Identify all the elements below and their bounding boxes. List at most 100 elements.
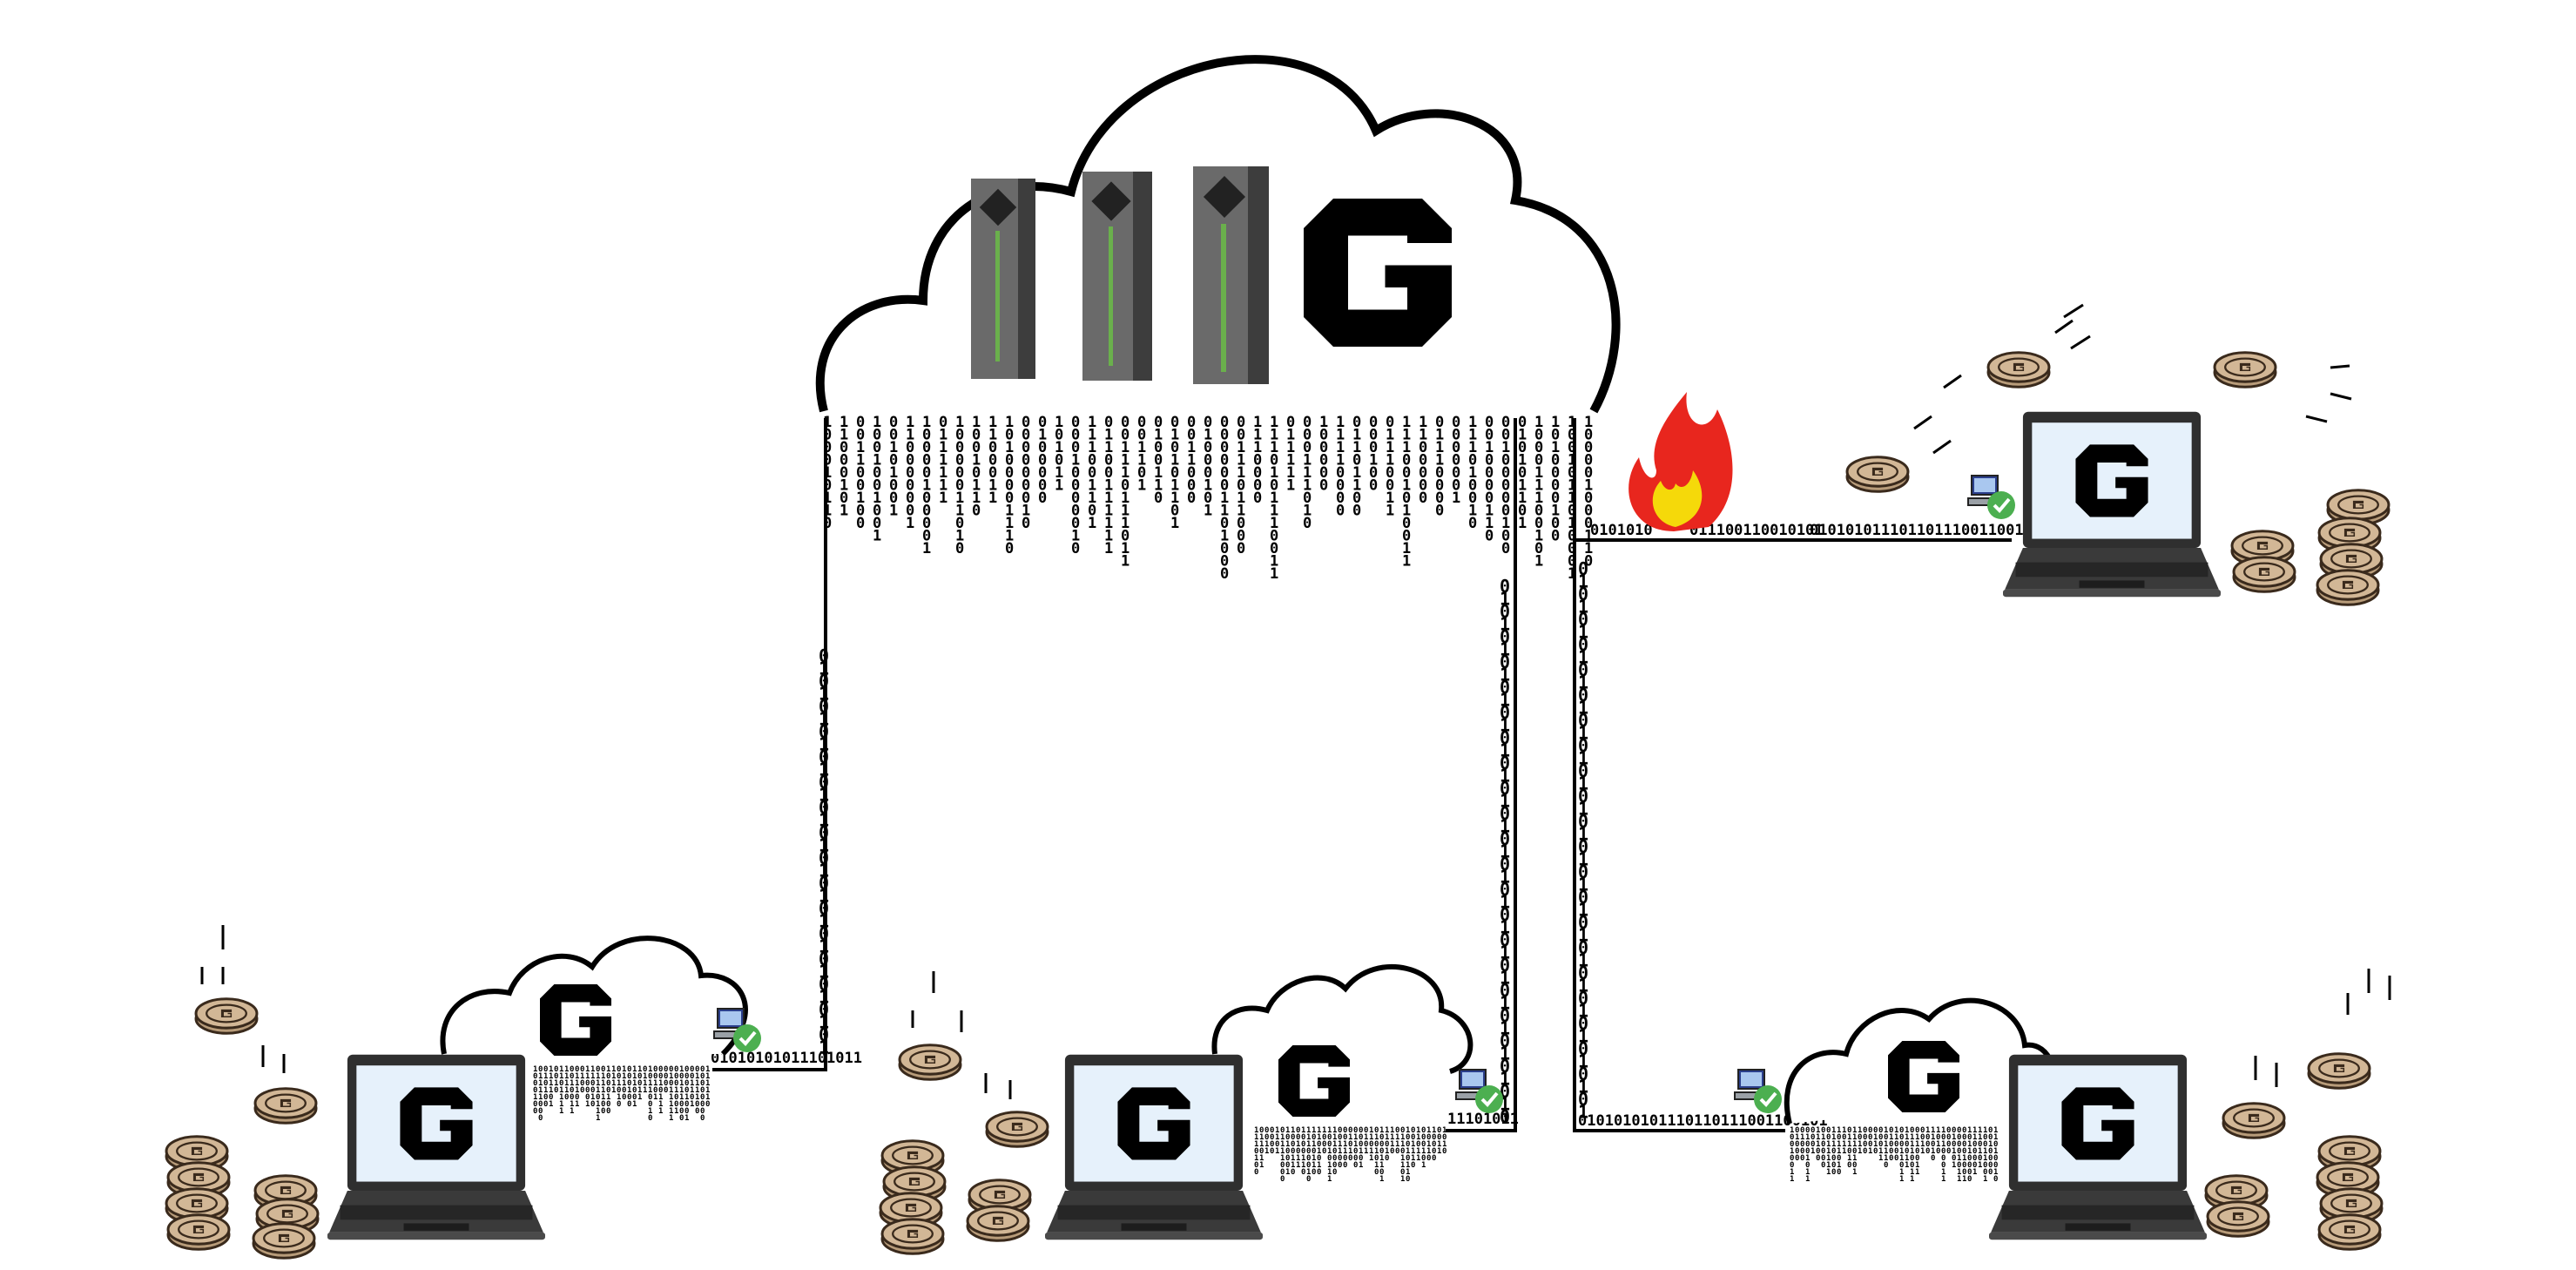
main-binary-rain: 1 0 0 0 1 0 1 1 0 1 1 0 0 0 1 0 1 0 0 1 1 0 0 1 0 0 1 0 0 1 0 0 1 0 0 1 0 0 1 0… [823, 414, 1593, 583]
coin-icon [2316, 569, 2380, 606]
small-cloud-right: 1 0 0 1 0 0 1 10 1 0 0 00 1 0 0 00 1 0 0 1 0 1 10 0 0 11 1 1 0 00 1 0 0 0… [1784, 997, 2056, 1184]
coin-icon [880, 1218, 945, 1255]
coin-icon [1986, 351, 2051, 388]
coin-icon [898, 1044, 962, 1081]
computer-check-icon [1733, 1068, 1784, 1115]
laptop-icon [327, 1055, 545, 1240]
coin-icon [985, 1111, 1049, 1148]
main-cloud [815, 55, 1621, 414]
small-cloud-right-rain: 1 0 0 1 0 0 1 10 1 0 0 00 1 0 0 00 1 0 0 1 0 1 10 0 0 11 1 1 0 00 1 0 0 0… [1790, 1126, 1998, 1184]
link-label-right-top-a: 0101010 [1590, 522, 1653, 539]
coin-icon [252, 1222, 316, 1260]
coin-icon [1845, 456, 1910, 493]
coin-icon [2232, 556, 2296, 593]
small-cloud-center-rain: 1 1 1 0 1 0 00 1 1 0 1 10 0 1 10 0 0 01 1 0 10 1 1 1 1 0 0 01 0 1 0 0 0 1… [1254, 1126, 1446, 1184]
coin-icon [166, 1213, 231, 1251]
small-cloud-left: 1 0 0 0 1 0 00 1 1 1 1 0 0 00 1 0 1 0 01 1 1 1 0 10 0 1 01 1 0 1 1 1 11 1… [440, 936, 748, 1123]
server-rack-icon [971, 166, 1269, 384]
link-label-right-top-b: 011100110010101 [1689, 522, 1824, 539]
link-label-center: 11101011 [1447, 1111, 1519, 1128]
network-wires [712, 418, 2012, 1132]
